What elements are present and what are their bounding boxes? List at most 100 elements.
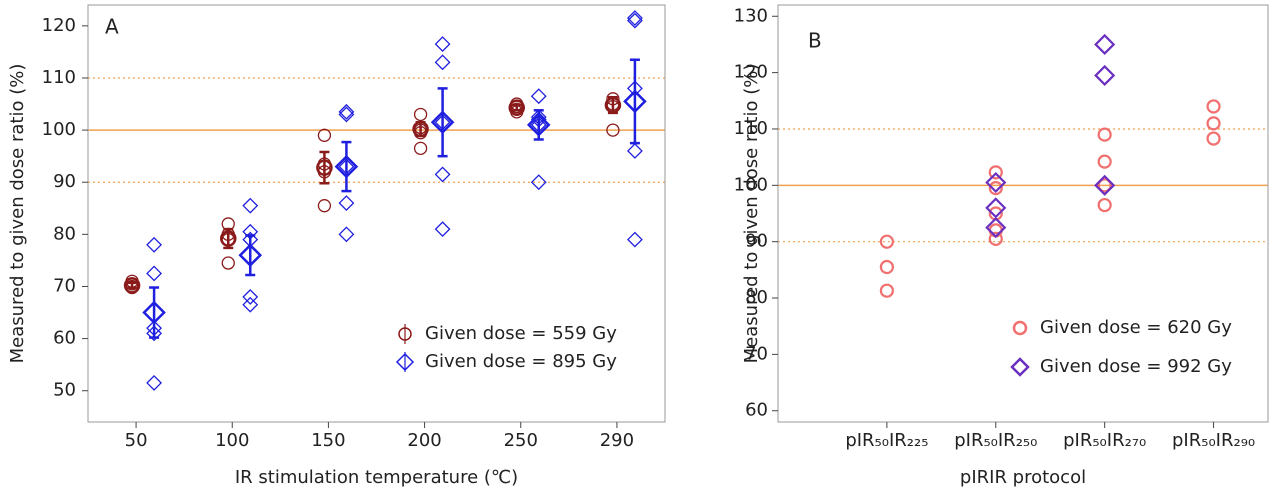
- mean-marker: [238, 243, 263, 267]
- y-tick-label: 60: [745, 400, 768, 421]
- data-point: [985, 171, 1007, 194]
- data-point: [530, 174, 547, 191]
- x-tick-label: pIR₅₀IR₂₇₀: [1063, 430, 1146, 451]
- data-point: [317, 128, 332, 142]
- legend-label: Given dose = 559 Gy: [425, 323, 617, 344]
- x-tick-label: pIR₅₀IR₂₅₀: [954, 430, 1037, 451]
- data-point: [988, 181, 1003, 196]
- x-tick-label: 50: [125, 430, 148, 451]
- data-point: [879, 234, 894, 249]
- data-point: [338, 226, 355, 243]
- mean-marker: [123, 277, 141, 294]
- y-tick-label: 50: [53, 380, 76, 401]
- x-axis-label: IR stimulation temperature (℃): [235, 467, 518, 488]
- panel-label: A: [105, 15, 119, 39]
- data-point: [988, 165, 1003, 180]
- legend-marker: [398, 327, 412, 341]
- mean-marker: [334, 154, 359, 179]
- x-tick-label: pIR₅₀IR₂₉₀: [1172, 430, 1255, 451]
- data-point: [626, 143, 643, 159]
- data-point: [1097, 178, 1112, 193]
- y-axis-label: Measured to given dose ratio (%): [741, 64, 762, 364]
- mean-marker: [412, 120, 429, 138]
- x-tick-label: 290: [600, 430, 634, 451]
- y-tick-label: 80: [53, 223, 76, 244]
- data-point: [434, 36, 451, 53]
- y-tick-label: 70: [745, 343, 768, 364]
- y-tick-label: 90: [53, 171, 76, 192]
- data-point: [1094, 174, 1116, 196]
- mean-marker: [430, 110, 455, 135]
- legend-marker: [1010, 357, 1030, 377]
- data-point: [413, 107, 428, 122]
- legend-marker: [1012, 320, 1028, 336]
- y-tick-label: 100: [734, 174, 768, 195]
- x-tick-label: 200: [407, 430, 441, 451]
- panel-label: B: [808, 29, 822, 53]
- x-axis-label: pIRIR protocol: [960, 467, 1086, 488]
- data-point: [988, 231, 1003, 246]
- mean-marker: [623, 89, 647, 114]
- x-tick-label: 150: [311, 430, 345, 451]
- data-point: [1206, 131, 1221, 146]
- mean-marker: [142, 300, 166, 325]
- legend-label: Given dose = 895 Gy: [425, 351, 617, 372]
- data-point: [985, 217, 1007, 239]
- mean-marker: [508, 99, 525, 116]
- data-point: [146, 374, 163, 391]
- data-point: [1094, 33, 1116, 56]
- data-point: [242, 296, 259, 313]
- data-point: [338, 106, 355, 123]
- mean-marker: [604, 96, 622, 114]
- data-point: [338, 195, 355, 211]
- mean-marker: [316, 159, 333, 176]
- legend-label: Given dose = 620 Gy: [1040, 317, 1232, 338]
- x-tick-label: 100: [215, 430, 249, 451]
- y-tick-label: 90: [745, 231, 768, 252]
- plot-frame: [777, 4, 1269, 423]
- y-axis-label: Measured to given dose ratio (%): [7, 64, 28, 364]
- data-point: [1206, 99, 1221, 114]
- y-tick-label: 130: [734, 5, 768, 26]
- y-tick-label: 70: [53, 275, 76, 296]
- data-point: [1097, 154, 1112, 169]
- data-point: [1097, 127, 1112, 142]
- y-tick-label: 120: [734, 62, 768, 83]
- data-point: [626, 10, 643, 26]
- mean-marker: [220, 230, 237, 247]
- data-point: [1094, 64, 1116, 86]
- data-point: [242, 288, 259, 305]
- data-point: [242, 197, 259, 214]
- data-point: [626, 12, 643, 29]
- y-tick-label: 60: [53, 328, 76, 349]
- data-point: [317, 199, 332, 213]
- x-tick-label: pIR₅₀IR₂₂₅: [845, 430, 928, 451]
- y-tick-label: 120: [42, 15, 76, 36]
- panel: 60 70 80 90 100 110 120 130 pIR₅₀IR₂₂₅ pIR₅₀IR₂₅₀…: [734, 4, 1269, 488]
- y-tick-label: 110: [734, 118, 768, 139]
- data-point: [879, 283, 894, 298]
- data-point: [606, 123, 620, 137]
- data-point: [626, 231, 643, 248]
- data-point: [221, 256, 235, 270]
- data-point: [985, 197, 1007, 219]
- data-point: [1097, 197, 1112, 213]
- mean-marker: [526, 113, 551, 137]
- panel: 50 60 70 80 90 100 110 120 50 100 150 200 250 290 Give…: [7, 4, 666, 488]
- data-point: [146, 325, 163, 342]
- data-point: [879, 259, 894, 275]
- data-point: [1206, 116, 1221, 131]
- data-point: [413, 141, 428, 155]
- data-point: [434, 221, 451, 238]
- data-point: [146, 236, 163, 253]
- data-point: [338, 103, 355, 120]
- data-point: [146, 265, 163, 282]
- plot-frame: [87, 4, 666, 423]
- data-point: [434, 166, 451, 183]
- legend-label: Given dose = 992 Gy: [1040, 356, 1232, 377]
- y-tick-label: 80: [745, 287, 768, 308]
- x-tick-label: 250: [504, 430, 538, 451]
- y-tick-label: 100: [42, 119, 76, 140]
- data-point: [530, 88, 547, 105]
